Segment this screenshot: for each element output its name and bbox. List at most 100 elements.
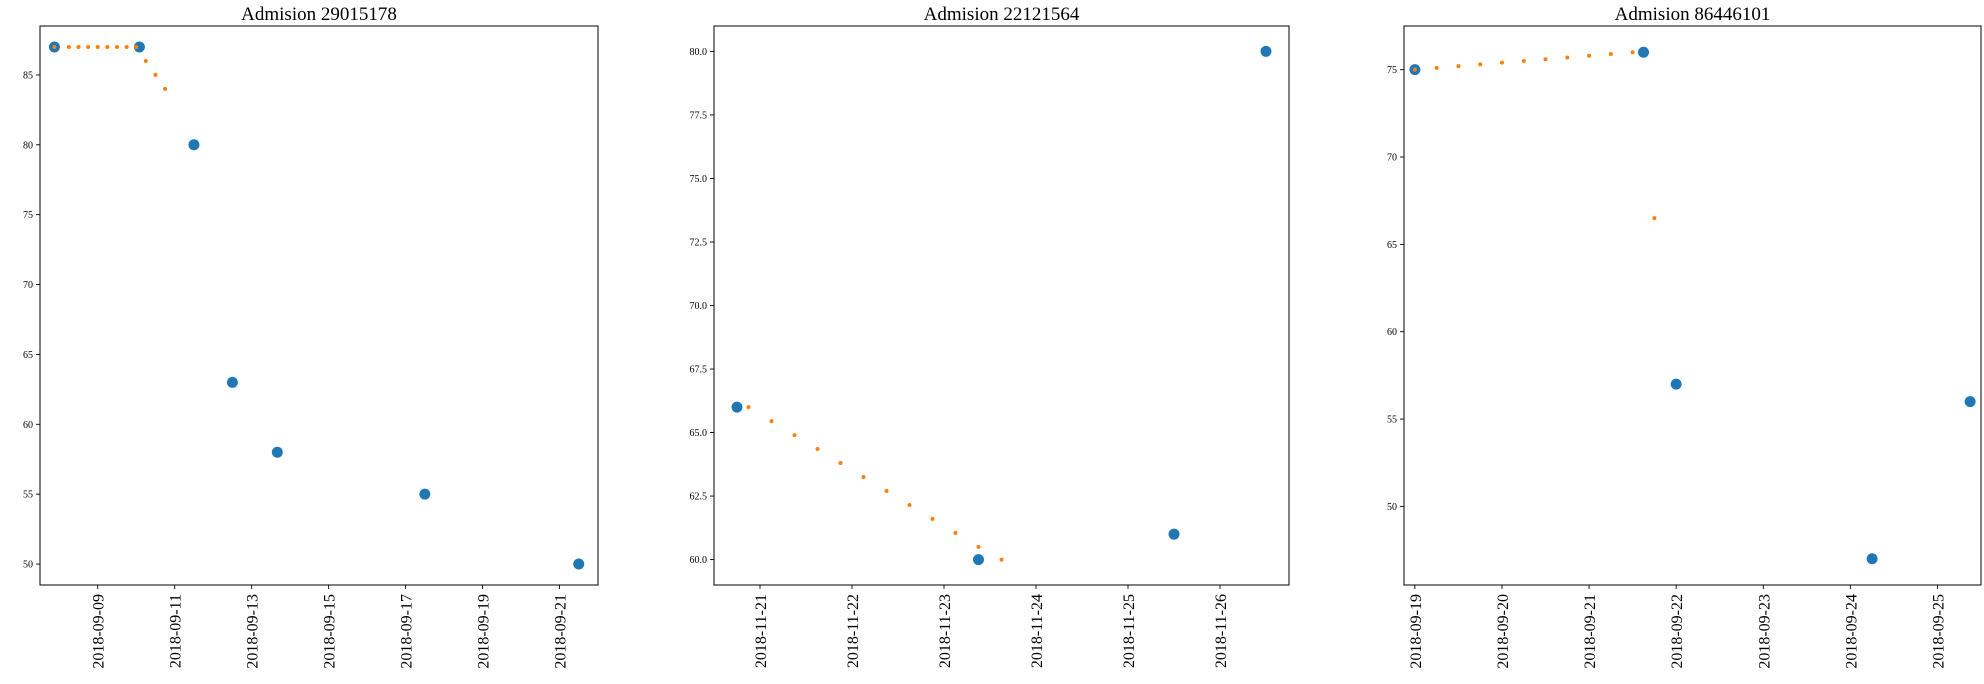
x-tick-label: 2018-09-17 (399, 594, 416, 669)
interpolated-point (153, 72, 158, 77)
x-tick-label: 2018-11-22 (845, 594, 862, 668)
observed-point (731, 401, 743, 413)
interpolated-point (76, 44, 81, 49)
x-tick-label: 2018-11-25 (1121, 594, 1138, 668)
x-tick-label: 2018-09-23 (1756, 594, 1773, 669)
y-tick-label: 55 (23, 490, 33, 501)
interpolated-point (930, 516, 935, 521)
y-tick-label: 65 (1387, 240, 1397, 251)
interpolated-point (114, 44, 119, 49)
y-tick-label: 85 (23, 70, 33, 81)
interpolated-point (1587, 53, 1592, 58)
interpolated-point (143, 58, 148, 63)
interpolated-point (815, 447, 820, 452)
x-tick-label: 2018-09-25 (1930, 594, 1947, 669)
chart-title: Admision 29015178 (241, 4, 397, 25)
interpolated-point (1434, 65, 1439, 70)
y-tick-label: 70 (23, 280, 33, 291)
observed-point (1866, 553, 1878, 565)
interpolated-point (1456, 64, 1461, 69)
x-tick-label: 2018-11-21 (753, 594, 770, 668)
x-tick-label: 2018-09-13 (245, 594, 262, 669)
y-tick-label: 60 (23, 420, 33, 431)
interpolated-point (746, 405, 751, 410)
interpolated-point (861, 475, 866, 480)
interpolated-point (792, 433, 797, 438)
chart-title: Admision 22121564 (924, 4, 1080, 25)
y-tick-label: 65.0 (690, 428, 708, 439)
observed-point (1670, 378, 1682, 390)
interpolated-point (95, 44, 100, 49)
y-tick-label: 67.5 (690, 365, 708, 376)
x-tick-label: 2018-11-23 (937, 594, 954, 668)
chart-panel-3: Admision 86446101 50 55 60 65 70 75 2018-09-19 2… (1387, 4, 1982, 669)
observed-point (133, 41, 145, 53)
interpolated-point (953, 530, 958, 535)
axes-frame (39, 25, 599, 586)
observed-point (1638, 46, 1650, 58)
chart-title: Admision 86446101 (1615, 4, 1771, 25)
x-tick-label: 2018-09-19 (1408, 594, 1425, 669)
y-tick-label: 75.0 (690, 174, 708, 185)
axes-frame (1403, 25, 1982, 586)
interpolated-point (769, 419, 774, 424)
x-tick-label: 2018-09-22 (1669, 594, 1686, 669)
y-tick-label: 60 (1387, 327, 1397, 338)
y-tick-label: 75 (23, 210, 33, 221)
x-tick-label: 2018-09-21 (1582, 594, 1599, 669)
y-tick-label: 72.5 (690, 237, 708, 248)
observed-point (271, 446, 283, 458)
interpolated-point (52, 44, 57, 49)
interpolated-point (907, 502, 912, 507)
y-tick-label: 50 (1387, 502, 1397, 513)
x-tick-label: 2018-09-15 (322, 594, 339, 669)
y-tick-label: 77.5 (690, 110, 708, 121)
interpolated-point (1499, 60, 1504, 65)
observed-point (1964, 396, 1976, 408)
interpolated-point (134, 44, 139, 49)
interpolated-point (163, 86, 168, 91)
observed-point (573, 558, 585, 570)
y-tick-label: 80.0 (690, 47, 708, 58)
interpolated-point (999, 557, 1004, 562)
x-tick-label: 2018-09-21 (553, 594, 570, 669)
interpolated-point (1543, 57, 1548, 62)
y-tick-label: 60.0 (690, 555, 708, 566)
interpolated-point (1652, 216, 1657, 221)
x-tick-label: 2018-09-20 (1495, 594, 1512, 669)
chart-panel-2: Admision 22121564 60.0 62.5 65.0 67.5 70.0 72.… (690, 4, 1290, 668)
x-tick-label: 2018-09-24 (1843, 594, 1860, 669)
x-tick-label: 2018-09-09 (91, 594, 108, 669)
interpolated-point (1521, 58, 1526, 63)
y-tick-label: 55 (1387, 415, 1397, 426)
interpolated-point (1565, 55, 1570, 60)
x-tick-label: 2018-09-19 (476, 594, 493, 669)
observed-point (973, 554, 984, 566)
interpolated-point (105, 44, 110, 49)
interpolated-point (124, 44, 129, 49)
observed-point (1260, 45, 1272, 57)
x-tick-label: 2018-11-26 (1213, 594, 1230, 668)
observed-point (1168, 528, 1180, 540)
observed-point (419, 488, 431, 500)
chart-panel-1: Admision 29015178 50 55 60 65 70 75 80 85 2018-09… (23, 4, 599, 669)
interpolated-point (1478, 62, 1483, 67)
interpolated-point (884, 488, 889, 493)
observed-point (188, 139, 200, 151)
interpolated-point (838, 461, 843, 466)
axes-frame (713, 25, 1290, 586)
interpolated-point (976, 544, 981, 549)
y-tick-label: 50 (23, 560, 33, 571)
y-tick-label: 62.5 (690, 492, 708, 503)
x-tick-label: 2018-11-24 (1029, 594, 1046, 668)
y-tick-label: 65 (23, 350, 33, 361)
y-tick-label: 70.0 (690, 301, 708, 312)
interpolated-point (86, 44, 91, 49)
y-tick-label: 75 (1387, 65, 1397, 76)
interpolated-point (1412, 67, 1417, 72)
observed-point (226, 376, 238, 388)
x-tick-label: 2018-09-11 (168, 594, 185, 668)
y-tick-label: 80 (23, 140, 33, 151)
y-tick-label: 70 (1387, 153, 1397, 164)
